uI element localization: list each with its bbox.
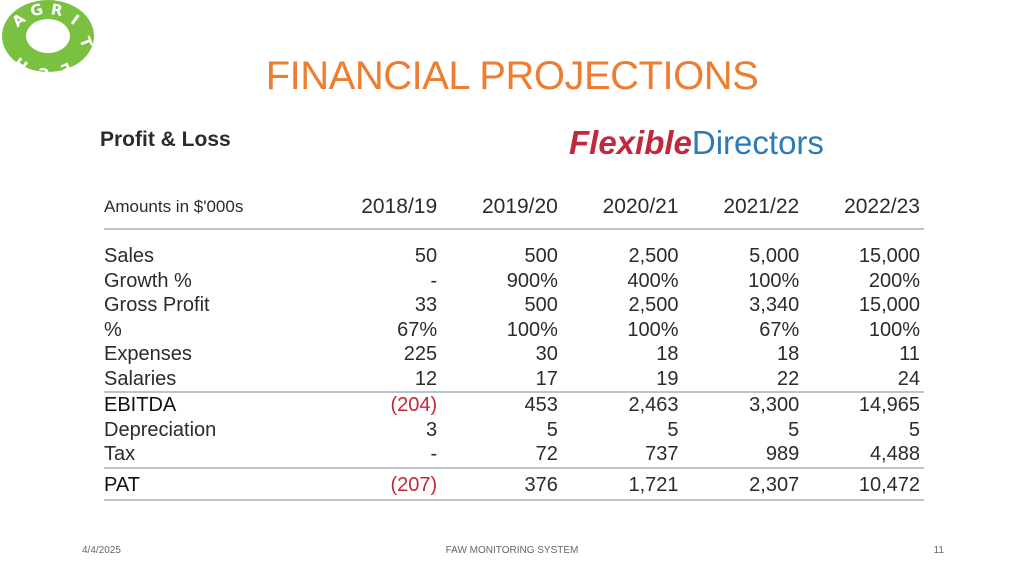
table-row: PAT (207) 376 1,721 2,307 10,472 xyxy=(104,466,924,501)
logo-letter: R xyxy=(50,0,65,20)
table-cell: 15,000 xyxy=(858,294,920,317)
row-label: Depreciation xyxy=(104,418,217,441)
table-cell: 2,500 xyxy=(628,245,679,268)
table-cell: 989 xyxy=(765,443,800,466)
table-cell: 500 xyxy=(524,294,558,317)
table-cell: 737 xyxy=(645,443,679,466)
agritech-logo: A G R I T E C H xyxy=(2,0,96,76)
table-cell: (204) xyxy=(320,391,442,418)
logo-letter: G xyxy=(28,0,45,20)
table-cell: 18 xyxy=(656,343,679,366)
table-row: Depreciation 3 5 5 5 5 xyxy=(104,418,924,443)
table-cell: 3,340 xyxy=(749,294,800,317)
table-cell: 5 xyxy=(908,418,920,441)
table-row: Salaries 12 17 19 22 24 xyxy=(104,367,924,393)
table-cell: 3 xyxy=(426,418,438,441)
table-cell: 2,307 xyxy=(682,466,804,501)
table-cell: 453 xyxy=(441,391,562,418)
table-cell: 17 xyxy=(535,367,558,390)
row-label: EBITDA xyxy=(104,391,321,418)
table-cell: 22 xyxy=(776,367,800,390)
table-cell: 12 xyxy=(414,367,438,390)
table-row: EBITDA (204) 453 2,463 3,300 14,965 xyxy=(104,391,924,418)
table-cell: 30 xyxy=(535,343,558,366)
row-label: Sales xyxy=(104,245,155,268)
row-label: Growth % xyxy=(104,269,192,292)
table-cell: 225 xyxy=(403,343,438,366)
brand-logo: FlexibleDirectors xyxy=(569,124,824,162)
table-row: Tax - 72 737 989 4,488 xyxy=(104,442,924,468)
slide-title: FINANCIAL PROJECTIONS xyxy=(265,54,759,98)
table-cell: 33 xyxy=(414,294,438,317)
table-cell: 3,300 xyxy=(682,391,804,418)
header-year: 2022/23 xyxy=(803,192,924,230)
table-row: Gross Profit 33 500 2,500 3,340 15,000 xyxy=(104,293,924,318)
logo-letter: C xyxy=(38,64,49,76)
table-cell: 15,000 xyxy=(858,245,920,268)
row-label: % xyxy=(104,318,122,341)
table-cell: - xyxy=(430,443,438,466)
table-cell: 2,500 xyxy=(628,294,679,317)
table-row: Expenses 225 30 18 18 11 xyxy=(104,342,924,367)
footer-page-number: 11 xyxy=(933,545,944,556)
table-cell: 50 xyxy=(414,245,438,268)
table-cell: 11 xyxy=(899,343,920,366)
table-cell: 24 xyxy=(897,367,920,390)
brand-directors: Directors xyxy=(691,124,824,161)
table-cell: 5 xyxy=(788,418,800,441)
table-cell: 900% xyxy=(506,269,558,292)
table-cell: 5,000 xyxy=(749,245,800,268)
table-row: Growth % - 900% 400% 100% 200% xyxy=(104,269,924,294)
header-label: Amounts in $'000s xyxy=(104,192,321,230)
header-year: 2021/22 xyxy=(682,192,804,230)
row-label: Salaries xyxy=(104,367,177,390)
table-cell: 5 xyxy=(667,418,679,441)
row-label: Gross Profit xyxy=(104,294,210,317)
table-cell: 100% xyxy=(627,318,679,341)
table-cell: 500 xyxy=(524,245,558,268)
row-label: PAT xyxy=(104,466,321,501)
table-row: % 67% 100% 100% 67% 100% xyxy=(104,318,924,343)
table-header-row: Amounts in $'000s 2018/19 2019/20 2020/2… xyxy=(104,192,924,230)
table-cell: 18 xyxy=(776,343,800,366)
table-cell: - xyxy=(430,269,438,292)
table-cell: (207) xyxy=(320,466,442,501)
profit-loss-heading: Profit & Loss xyxy=(100,128,231,151)
table-cell: 200% xyxy=(868,269,920,292)
brand-flexible: Flexible xyxy=(569,124,692,161)
table-cell: 5 xyxy=(546,418,558,441)
row-label: Tax xyxy=(104,443,136,466)
table-cell: 100% xyxy=(748,269,800,292)
table-cell: 2,463 xyxy=(561,391,683,418)
header-year: 2019/20 xyxy=(441,192,562,230)
table-cell: 14,965 xyxy=(803,391,924,418)
table-cell: 4,488 xyxy=(869,443,920,466)
table-cell: 67% xyxy=(397,318,438,341)
table-cell: 400% xyxy=(627,269,679,292)
table-cell: 376 xyxy=(441,466,562,501)
table-cell: 1,721 xyxy=(561,466,683,501)
table-cell: 100% xyxy=(868,318,920,341)
table-row: Sales 50 500 2,500 5,000 15,000 xyxy=(104,229,924,269)
table-cell: 19 xyxy=(656,367,679,390)
profit-loss-image: Profit & Loss FlexibleDirectors Amounts … xyxy=(82,118,942,528)
footer-date: 4/4/2025 xyxy=(82,545,121,556)
table-cell: 10,472 xyxy=(803,466,924,501)
row-label: Expenses xyxy=(104,343,192,366)
financial-table: Amounts in $'000s 2018/19 2019/20 2020/2… xyxy=(104,192,924,501)
header-year: 2018/19 xyxy=(320,192,442,230)
table-cell: 72 xyxy=(535,443,558,466)
header-year: 2020/21 xyxy=(561,192,683,230)
table-cell: 100% xyxy=(506,318,558,341)
footer-title: FAW MONITORING SYSTEM xyxy=(445,545,579,556)
table-cell: 67% xyxy=(759,318,800,341)
